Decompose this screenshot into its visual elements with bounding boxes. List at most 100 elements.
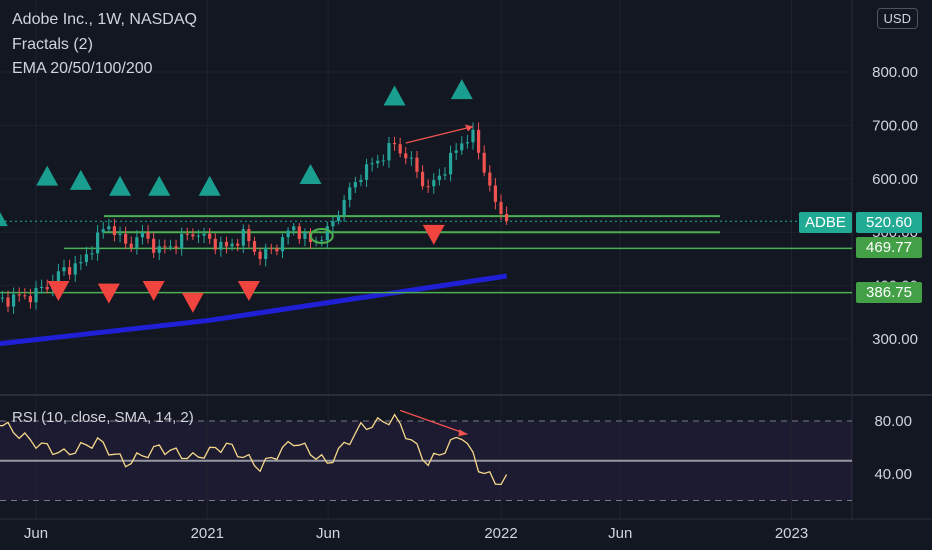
fractal-up-marker [69, 169, 92, 190]
candle-body [331, 221, 335, 227]
price-tick-label: 600.00 [872, 171, 918, 188]
candle-body [370, 163, 374, 165]
candle-body [247, 229, 251, 242]
candle-body [404, 153, 408, 159]
candle-body [90, 253, 94, 255]
fractal-down-marker [181, 292, 204, 313]
candle-body [180, 233, 184, 249]
support-level-tag-2: 386.75 [856, 282, 922, 303]
candle-body [168, 246, 173, 248]
time-tick-label: 2021 [191, 525, 224, 542]
candle-body [101, 229, 105, 233]
candle-body [124, 233, 128, 244]
last-price-tag: 520.60 [856, 212, 922, 233]
ema-indicator-label[interactable]: EMA 20/50/100/200 [12, 60, 153, 77]
time-tick-label: Jun [608, 525, 632, 542]
candle-body [6, 297, 10, 307]
candle-body [359, 179, 363, 183]
candle-body [84, 254, 89, 263]
currency-button[interactable]: USD [876, 8, 918, 29]
candle-body [196, 235, 201, 237]
candle-body [17, 294, 21, 296]
candle-body [482, 152, 486, 173]
candle-body [280, 237, 285, 252]
candle-body [163, 246, 167, 248]
candle-body [376, 160, 380, 164]
candle-body [62, 267, 66, 272]
candle-body [292, 226, 296, 231]
candle-body [465, 142, 469, 144]
candle-body [73, 263, 77, 275]
fractal-down-marker [142, 280, 165, 301]
fractal-up-marker [383, 85, 406, 106]
rsi-tick-label: 40.00 [874, 466, 912, 483]
candle-body [208, 233, 212, 239]
candle-body [381, 160, 385, 162]
candle-body [140, 232, 145, 238]
candle-body [11, 294, 16, 307]
candle-body [398, 144, 402, 154]
candle-body [112, 226, 117, 235]
fractal-up-marker [450, 79, 473, 100]
rsi-divergence-arrowhead [458, 429, 468, 437]
price-divergence-arrowhead [464, 124, 473, 132]
candle-body [241, 229, 245, 246]
candle-body [230, 243, 234, 247]
price-divergence-line [405, 125, 474, 144]
time-tick-label: Jun [24, 525, 48, 542]
chart-title: Adobe Inc., 1W, NASDAQ [12, 11, 197, 28]
candle-body [286, 230, 290, 238]
candle-body [252, 241, 257, 252]
candle-body [129, 243, 133, 248]
candle-body [236, 243, 240, 246]
candle-body [40, 286, 44, 288]
price-tick-label: 300.00 [872, 331, 918, 348]
candle-body [454, 150, 458, 153]
candle-body [264, 247, 268, 259]
candle-body [79, 262, 83, 264]
candle-body [275, 248, 279, 252]
candle-body [23, 295, 27, 297]
candle-body [152, 238, 156, 253]
time-tick-label: 2022 [484, 525, 517, 542]
candle-body [185, 233, 189, 235]
ema-line-segment [209, 273, 507, 323]
fractal-up-marker [0, 212, 8, 227]
candle-body [157, 246, 161, 253]
candle-body [448, 152, 453, 175]
rsi-line [0, 413, 508, 486]
fractal-up-marker [148, 175, 171, 196]
fractals-indicator-label[interactable]: Fractals (2) [12, 36, 93, 53]
candle-body [118, 233, 122, 235]
candle-body [213, 238, 217, 250]
rsi-divergence-line [399, 409, 468, 435]
candle-body [269, 247, 273, 249]
ticker-tag: ADBE [799, 212, 852, 233]
candle-body [499, 201, 503, 214]
candle-body [342, 199, 346, 216]
rsi-indicator-label[interactable]: RSI (10, close, SMA, 14, 2) [12, 409, 194, 426]
candle-body [493, 185, 497, 202]
candle-body [45, 286, 49, 290]
candle-body [202, 233, 206, 236]
fractal-down-marker [97, 283, 120, 304]
rsi-tick-label: 80.00 [874, 413, 912, 430]
candle-body [258, 251, 262, 259]
candle-body [303, 231, 307, 239]
candle-body [146, 232, 150, 239]
candle-body [191, 234, 195, 237]
candle-body [437, 175, 441, 181]
candle-body [348, 187, 352, 200]
candle-body [432, 180, 436, 187]
candle-body [219, 241, 223, 250]
candle-body [476, 129, 481, 153]
candle-body [107, 226, 111, 230]
candle-body [471, 129, 475, 143]
candle-body [28, 296, 32, 303]
candle-body [443, 174, 447, 176]
candle-body [460, 143, 464, 151]
price-tick-label: 800.00 [872, 64, 918, 81]
fractal-down-marker [422, 224, 445, 245]
fractal-down-marker [237, 280, 260, 301]
